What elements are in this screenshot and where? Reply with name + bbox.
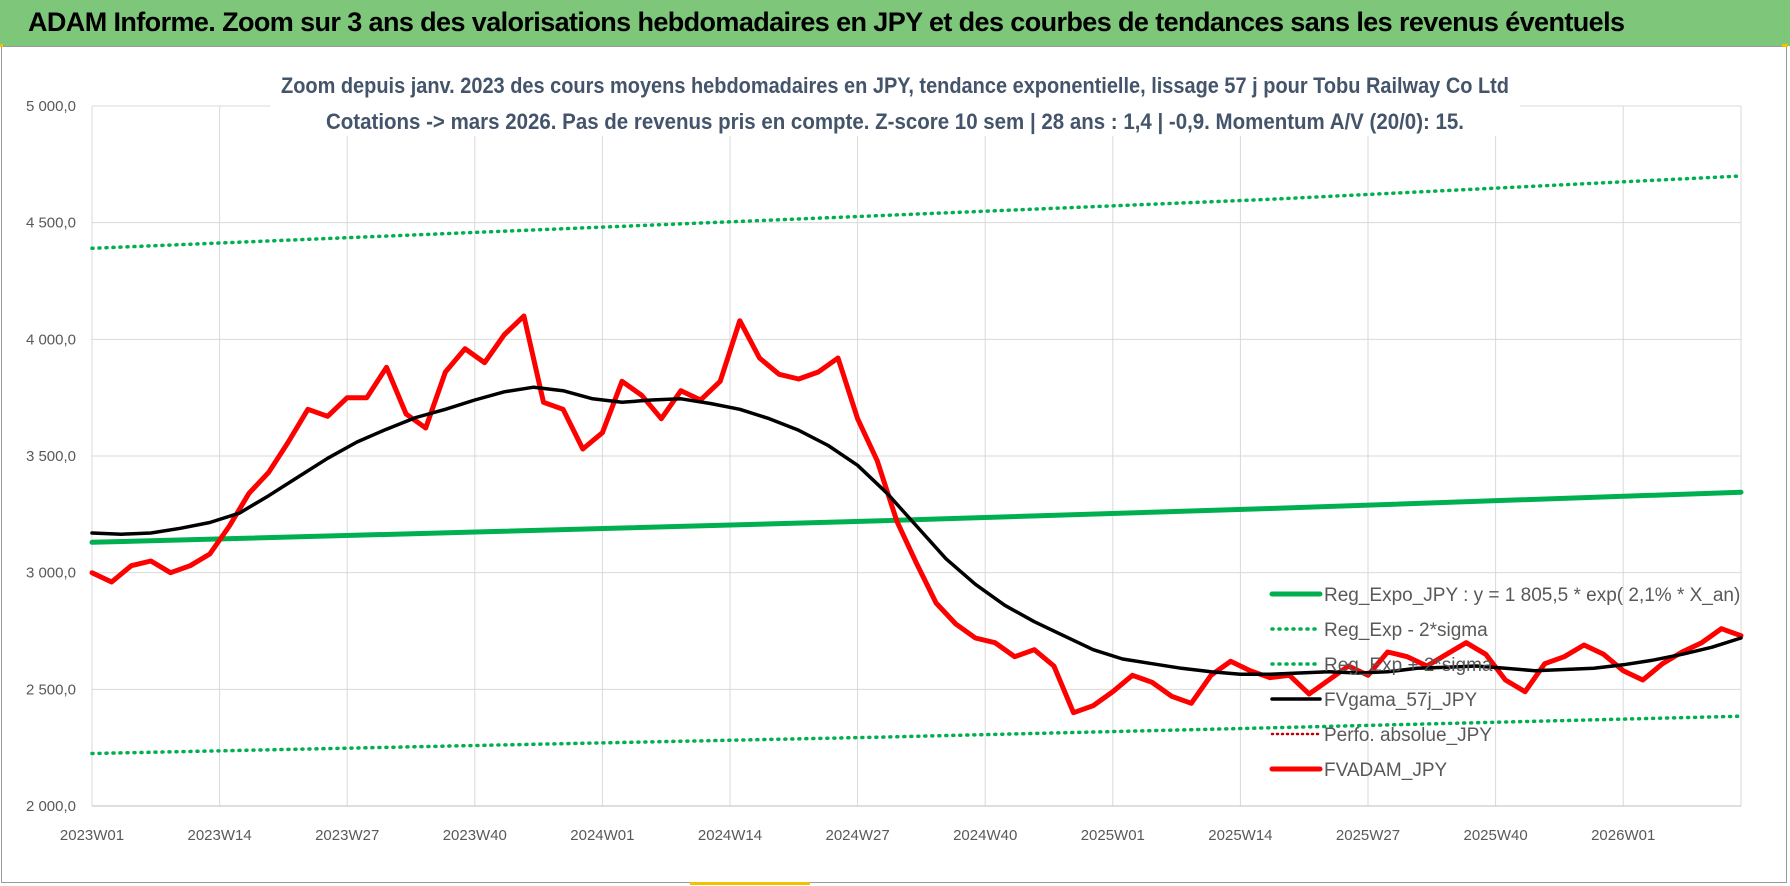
x-tick-label: 2026W01 bbox=[1591, 827, 1655, 844]
series-lines bbox=[89, 174, 1744, 756]
legend-label-perfo: Perfo. absolue_JPY bbox=[1324, 725, 1492, 746]
corner-mark-right bbox=[1782, 44, 1788, 47]
title-background bbox=[270, 66, 1520, 136]
x-axis-ticks: 2023W01 2023W14 2023W27 2023W40 2024W01 2024W… bbox=[60, 827, 1655, 844]
chart-frame bbox=[1, 46, 1787, 883]
y-tick-label: 3 000,0 bbox=[26, 565, 76, 582]
legend-label-fvgama: FVgama_57j_JPY bbox=[1324, 690, 1477, 711]
bottom-mark bbox=[690, 882, 810, 885]
title-banner: ADAM Informe. Zoom sur 3 ans des valoris… bbox=[0, 0, 1790, 46]
series-line-low bbox=[90, 714, 1743, 756]
y-tick-label: 2 000,0 bbox=[26, 798, 76, 815]
x-tick-label: 2025W14 bbox=[1208, 827, 1272, 844]
x-tick-label: 2025W01 bbox=[1081, 827, 1145, 844]
corner-mark-left bbox=[0, 44, 3, 47]
y-tick-label: 4 500,0 bbox=[26, 215, 76, 232]
y-axis-ticks: 5 000,0 4 500,0 4 000,0 3 500,0 3 000,0 2 500… bbox=[26, 98, 76, 815]
y-tick-label: 2 500,0 bbox=[26, 681, 76, 698]
y-tick-label: 4 000,0 bbox=[26, 331, 76, 348]
legend: Reg_Expo_JPY : y = 1 805,5 * exp( 2,1% *… bbox=[1269, 585, 1740, 781]
series-line-high bbox=[90, 174, 1743, 251]
x-tick-label: 2024W40 bbox=[953, 827, 1017, 844]
grid-lines bbox=[91, 105, 1742, 807]
chart-title-line-1: Zoom depuis janv. 2023 des cours moyens … bbox=[281, 73, 1509, 98]
series-line-reg bbox=[89, 489, 1744, 545]
series-line-fvgama bbox=[90, 385, 1743, 676]
x-tick-label: 2024W01 bbox=[570, 827, 634, 844]
legend-label-high: Reg_Exp + 2*sigma bbox=[1324, 655, 1493, 676]
x-tick-label: 2025W27 bbox=[1336, 827, 1400, 844]
legend-label-low: Reg_Exp - 2*sigma bbox=[1324, 620, 1488, 641]
legend-label-fvadam: FVADAM_JPY bbox=[1324, 760, 1448, 781]
x-tick-label: 2023W40 bbox=[443, 827, 507, 844]
page-title: ADAM Informe. Zoom sur 3 ans des valoris… bbox=[28, 7, 1625, 37]
x-tick-label: 2023W14 bbox=[187, 827, 251, 844]
x-tick-label: 2024W14 bbox=[698, 827, 762, 844]
chart-title-line-2: Cotations -> mars 2026. Pas de revenus p… bbox=[326, 109, 1464, 134]
series-line-fvadam bbox=[89, 313, 1744, 716]
legend-label-reg: Reg_Expo_JPY : y = 1 805,5 * exp( 2,1% *… bbox=[1324, 585, 1740, 606]
y-tick-label: 3 500,0 bbox=[26, 448, 76, 465]
x-tick-label: 2023W01 bbox=[60, 827, 124, 844]
y-tick-label: 5 000,0 bbox=[26, 98, 76, 115]
x-tick-label: 2025W40 bbox=[1464, 827, 1528, 844]
x-tick-label: 2023W27 bbox=[315, 827, 379, 844]
x-tick-label: 2024W27 bbox=[825, 827, 889, 844]
